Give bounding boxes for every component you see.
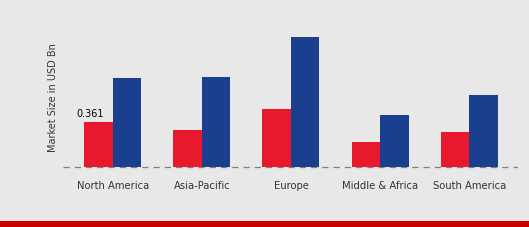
Bar [469, 95, 498, 167]
Bar [380, 115, 408, 167]
Bar [84, 122, 113, 167]
Bar [113, 78, 141, 167]
Bar [291, 37, 320, 167]
Bar [262, 109, 291, 167]
Text: 0.361: 0.361 [76, 109, 104, 118]
Bar [202, 76, 230, 167]
Bar [352, 142, 380, 167]
Bar [441, 132, 469, 167]
Bar [174, 130, 202, 167]
Y-axis label: Market Size in USD Bn: Market Size in USD Bn [48, 43, 58, 152]
